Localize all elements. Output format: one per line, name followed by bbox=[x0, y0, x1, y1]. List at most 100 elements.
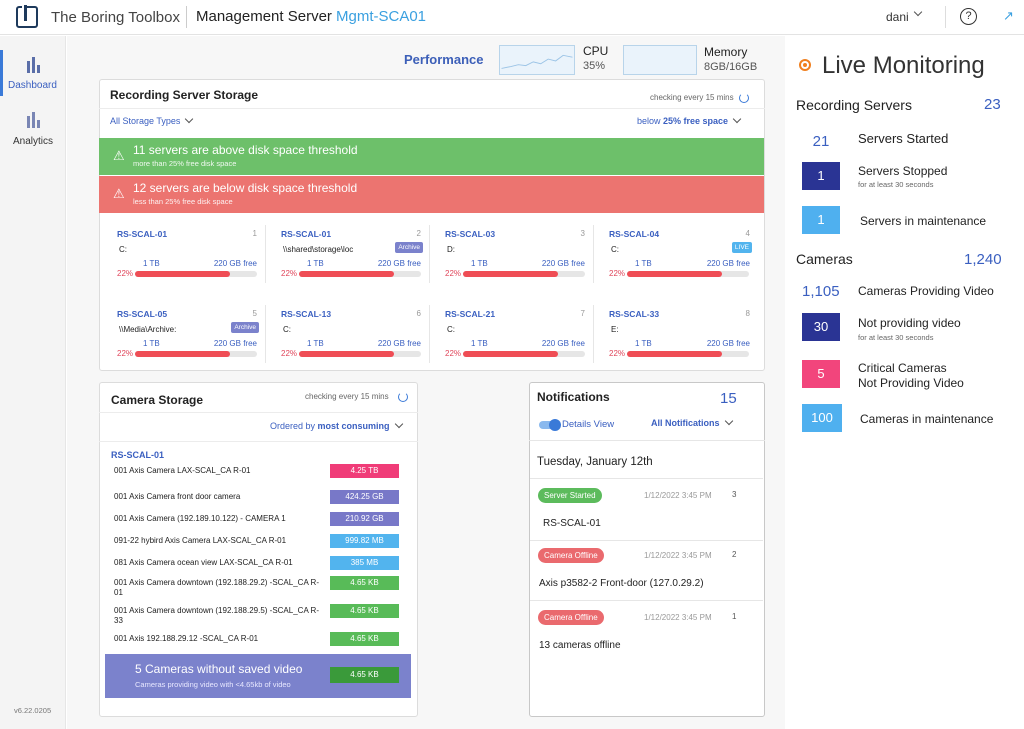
server-name: RS-SCAL-05 bbox=[117, 309, 168, 319]
server-tile[interactable]: RS-SCAL-13 6 C: 1 TB 220 GB free 22% bbox=[275, 305, 430, 363]
help-icon[interactable]: ? bbox=[960, 8, 977, 25]
nav-active-indicator bbox=[0, 50, 3, 96]
cameras-maintenance-label[interactable]: Cameras in maintenance bbox=[860, 412, 994, 426]
server-tile[interactable]: RS-SCAL-01 1 C: 1 TB 220 GB free 22% bbox=[111, 225, 266, 283]
servers-stopped-count: 1 bbox=[802, 162, 840, 190]
camera-row[interactable]: 001 Axis 192.188.29.12 -SCAL_CA R-01 4.65… bbox=[114, 632, 404, 648]
refresh-icon[interactable] bbox=[398, 392, 408, 402]
camera-row[interactable]: 001 Axis Camera (192.189.10.122) - CAMER… bbox=[114, 512, 404, 528]
server-name: RS-SCAL-33 bbox=[609, 309, 660, 319]
server-used-percent: 22% bbox=[117, 349, 134, 358]
cpu-value: 35% bbox=[583, 60, 606, 72]
analytics-icon[interactable] bbox=[27, 112, 41, 128]
server-used-percent: 22% bbox=[609, 269, 626, 278]
camera-row[interactable]: 001 Axis Camera downtown (192.188.29.5) … bbox=[114, 604, 404, 625]
storage-bar-fill bbox=[135, 271, 231, 277]
above-threshold-banner[interactable]: ⚠ 11 servers are above disk space thresh… bbox=[99, 138, 764, 175]
server-index: 6 bbox=[416, 309, 421, 318]
notifications-count: 15 bbox=[720, 390, 737, 407]
notification-index: 2 bbox=[732, 550, 737, 559]
divider bbox=[99, 108, 765, 109]
server-tile[interactable]: RS-SCAL-01 2 \\shared\storage\loc Archive 1 … bbox=[275, 225, 430, 283]
notifications-filter[interactable]: All Notifications bbox=[651, 416, 733, 428]
server-name: RS-SCAL-13 bbox=[281, 309, 332, 319]
memory-bar bbox=[623, 45, 697, 75]
camera-row[interactable]: 001 Axis Camera front door camera 424.25 … bbox=[114, 490, 404, 506]
server-capacity: 1 TB bbox=[307, 259, 324, 268]
server-tile[interactable]: RS-SCAL-05 5 \\Media\Archive: Archive 1 TB 22… bbox=[111, 305, 266, 363]
summary-sub: Cameras providing video with <4.65kb of … bbox=[135, 680, 291, 689]
below-threshold-banner[interactable]: ⚠ 12 servers are below disk space thresh… bbox=[99, 176, 764, 213]
storage-bar-fill bbox=[463, 351, 559, 357]
cameras-providing-count: 1,105 bbox=[802, 283, 840, 300]
recording-servers-label: Recording Servers bbox=[796, 97, 912, 113]
storage-bar bbox=[627, 351, 749, 357]
app-logo-icon bbox=[16, 5, 38, 28]
server-tile[interactable]: RS-SCAL-33 8 E: 1 TB 220 GB free 22% bbox=[603, 305, 758, 363]
server-id-link[interactable]: Mgmt-SCA01 bbox=[336, 8, 427, 25]
storage-type-filter[interactable]: All Storage Types bbox=[110, 114, 194, 126]
server-free-space: 220 GB free bbox=[706, 259, 750, 268]
not-providing-count: 30 bbox=[802, 313, 840, 341]
critical-cameras-label[interactable]: Critical Cameras bbox=[858, 361, 947, 375]
server-tile[interactable]: RS-SCAL-21 7 C: 1 TB 220 GB free 22% bbox=[439, 305, 594, 363]
camera-row[interactable]: 081 Axis Camera ocean view LAX-SCAL_CA R… bbox=[114, 556, 404, 572]
server-capacity: 1 TB bbox=[143, 259, 160, 268]
server-free-space: 220 GB free bbox=[706, 339, 750, 348]
notification-text[interactable]: 13 cameras offline bbox=[539, 640, 621, 651]
camera-server-name: RS-SCAL-01 bbox=[111, 450, 165, 460]
server-free-space: 220 GB free bbox=[541, 339, 585, 348]
notification-text[interactable]: Axis p3582-2 Front-door (127.0.29.2) bbox=[539, 578, 704, 589]
server-used-percent: 22% bbox=[445, 269, 462, 278]
servers-maintenance-label[interactable]: Servers in maintenance bbox=[860, 214, 987, 228]
version-label: v6.22.0205 bbox=[14, 706, 52, 715]
threshold-filter[interactable]: below 25% free space bbox=[637, 114, 742, 126]
server-tile[interactable]: RS-SCAL-03 3 D: 1 TB 220 GB free 22% bbox=[439, 225, 594, 283]
dashboard-icon[interactable] bbox=[27, 57, 41, 73]
cameras-count: 1,240 bbox=[964, 251, 1002, 268]
server-drive: \\shared\storage\loc bbox=[283, 245, 354, 254]
notifications-filter-label: All Notifications bbox=[651, 418, 720, 428]
above-threshold-sub: more than 25% free disk space bbox=[133, 159, 237, 168]
server-index: 2 bbox=[416, 229, 421, 238]
server-tile[interactable]: RS-SCAL-04 4 C: LIVE 1 TB 220 GB free 22% bbox=[603, 225, 758, 283]
camera-storage-size: 424.25 GB bbox=[330, 490, 399, 504]
cameras-without-video-summary[interactable]: 5 Cameras without saved video Cameras pr… bbox=[105, 654, 411, 698]
header-divider bbox=[186, 6, 187, 28]
servers-started-label[interactable]: Servers Started bbox=[858, 131, 949, 146]
critical-cameras-label-2[interactable]: Not Providing Video bbox=[858, 376, 964, 390]
cameras-providing-label[interactable]: Cameras Providing Video bbox=[858, 284, 994, 298]
camera-storage-size: 999.82 MB bbox=[330, 534, 399, 548]
summary-size: 4.65 KB bbox=[330, 667, 399, 683]
storage-type-filter-label: All Storage Types bbox=[110, 116, 181, 126]
server-used-percent: 22% bbox=[445, 349, 462, 358]
not-providing-label[interactable]: Not providing video bbox=[858, 316, 961, 330]
divider bbox=[99, 412, 418, 413]
refresh-icon[interactable] bbox=[739, 93, 749, 103]
notification-text[interactable]: RS-SCAL-01 bbox=[543, 518, 601, 529]
live-indicator-icon bbox=[799, 59, 811, 71]
camera-name: 081 Axis Camera ocean view LAX-SCAL_CA R… bbox=[114, 558, 293, 567]
server-drive: E: bbox=[611, 325, 619, 334]
live-badge: LIVE bbox=[731, 242, 752, 253]
nav-item-analytics[interactable]: Analytics bbox=[13, 136, 54, 147]
camera-row[interactable]: 091-22 hybird Axis Camera LAX-SCAL_CA R-… bbox=[114, 534, 404, 550]
servers-stopped-label[interactable]: Servers Stopped bbox=[858, 164, 948, 178]
recording-check-interval: checking every 15 mins bbox=[650, 93, 734, 102]
threshold-prefix: below bbox=[637, 116, 664, 126]
side-nav bbox=[0, 36, 66, 729]
camera-row[interactable]: 001 Axis Camera LAX-SCAL_CA R-01 4.25 TB bbox=[114, 464, 404, 480]
expand-icon[interactable]: ↗ bbox=[1003, 8, 1014, 23]
notification-time: 1/12/2022 3:45 PM bbox=[644, 551, 712, 560]
details-view-toggle[interactable] bbox=[539, 419, 561, 431]
memory-value: 8GB/16GB bbox=[704, 61, 758, 73]
nav-item-dashboard[interactable]: Dashboard bbox=[8, 80, 57, 91]
user-menu[interactable]: dani bbox=[886, 10, 909, 24]
camera-row[interactable]: 001 Axis Camera downtown (192.188.29.2) … bbox=[114, 576, 404, 597]
camera-order-filter[interactable]: Ordered by most consuming bbox=[270, 419, 403, 431]
server-free-space: 220 GB free bbox=[213, 259, 257, 268]
chevron-down-icon bbox=[185, 114, 194, 124]
chevron-down-icon[interactable] bbox=[913, 7, 923, 20]
cpu-sparkline bbox=[499, 45, 575, 75]
